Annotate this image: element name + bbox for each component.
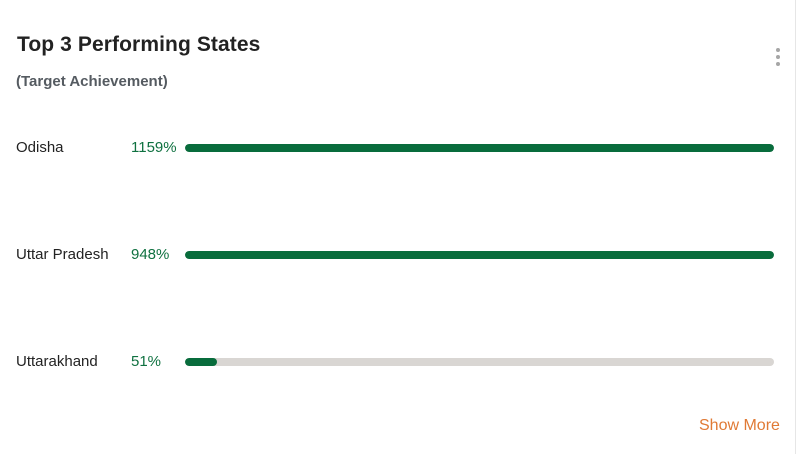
state-name: Uttar Pradesh [16,246,109,263]
state-percent: 948% [131,246,170,263]
state-row-odisha: Odisha 1159% [0,136,796,160]
state-name: Odisha [16,139,64,156]
menu-dot [776,55,780,59]
progress-track [185,144,774,152]
menu-dot [776,62,780,66]
state-row-uttarakhand: Uttarakhand 51% [0,350,796,374]
progress-fill [185,358,218,366]
menu-dot [776,48,780,52]
state-row-uttar-pradesh: Uttar Pradesh 948% [0,243,796,267]
show-more-link[interactable]: Show More [699,417,780,434]
kebab-menu-icon[interactable] [771,46,785,68]
progress-track [185,251,774,259]
card-title: Top 3 Performing States [17,33,261,56]
progress-track [185,358,774,366]
state-name: Uttarakhand [16,353,98,370]
progress-fill [185,144,774,152]
state-percent: 51% [131,353,162,370]
card-subtitle: (Target Achievement) [16,73,168,90]
state-percent: 1159% [131,139,177,156]
progress-fill [185,251,774,259]
